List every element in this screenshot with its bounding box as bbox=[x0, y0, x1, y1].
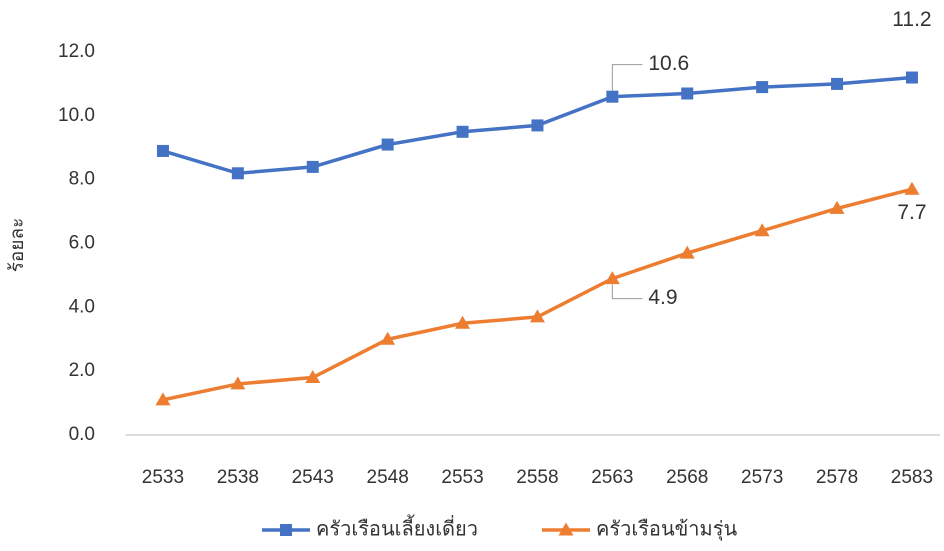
marker bbox=[604, 271, 620, 285]
marker bbox=[681, 87, 694, 100]
x-tick-label: 2573 bbox=[741, 467, 783, 488]
marker bbox=[756, 81, 769, 94]
marker bbox=[231, 167, 244, 180]
marker bbox=[754, 223, 770, 237]
x-tick-label: 2583 bbox=[891, 467, 933, 488]
y-tick-label: 10.0 bbox=[58, 105, 95, 126]
marker bbox=[455, 315, 471, 329]
legend-label: ครัวเรือนเลี้ยงเดี่ยว bbox=[316, 514, 478, 540]
x-tick-label: 2548 bbox=[367, 467, 409, 488]
y-tick-label: 2.0 bbox=[69, 360, 95, 381]
y-tick-label: 12.0 bbox=[58, 41, 95, 62]
y-tick-label: 6.0 bbox=[69, 233, 95, 254]
leader-line bbox=[611, 284, 643, 300]
marker bbox=[456, 125, 469, 138]
marker bbox=[156, 144, 169, 157]
data-label: 11.2 bbox=[892, 8, 931, 31]
x-tick-label: 2563 bbox=[591, 467, 633, 488]
marker bbox=[679, 245, 695, 259]
legend-item: ครัวเรือนเลี้ยงเดี่ยว bbox=[262, 514, 478, 540]
x-tick-label: 2553 bbox=[441, 467, 483, 488]
y-tick-label: 8.0 bbox=[69, 169, 95, 190]
y-tick-label: 4.0 bbox=[69, 296, 95, 317]
x-tick-label: 2578 bbox=[816, 467, 858, 488]
legend-label: ครัวเรือนข้ามรุ่น bbox=[596, 518, 737, 541]
marker bbox=[831, 77, 844, 90]
x-tick-label: 2568 bbox=[666, 467, 708, 488]
data-label: 10.6 bbox=[648, 52, 689, 75]
marker bbox=[230, 376, 246, 390]
marker bbox=[558, 522, 574, 536]
x-tick-label: 2538 bbox=[217, 467, 259, 488]
legend-item: ครัวเรือนข้ามรุ่น bbox=[542, 518, 737, 541]
marker bbox=[380, 331, 396, 345]
series-line bbox=[162, 187, 913, 402]
marker bbox=[606, 90, 619, 103]
marker bbox=[531, 119, 544, 132]
y-axis-label: ร้อยละ bbox=[7, 218, 28, 273]
marker bbox=[529, 309, 545, 323]
x-tick-label: 2533 bbox=[142, 467, 184, 488]
x-tick-label: 2558 bbox=[516, 467, 558, 488]
marker bbox=[904, 181, 920, 195]
data-label: 7.7 bbox=[897, 201, 926, 224]
x-tick-label: 2543 bbox=[292, 467, 334, 488]
y-tick-label: 0.0 bbox=[69, 424, 95, 445]
marker bbox=[280, 524, 292, 536]
marker bbox=[381, 138, 394, 151]
data-label: 4.9 bbox=[648, 286, 677, 309]
marker bbox=[155, 392, 171, 406]
marker bbox=[305, 370, 321, 384]
marker bbox=[829, 200, 845, 214]
marker bbox=[306, 160, 319, 173]
marker bbox=[905, 71, 918, 84]
leader-line bbox=[611, 64, 643, 91]
